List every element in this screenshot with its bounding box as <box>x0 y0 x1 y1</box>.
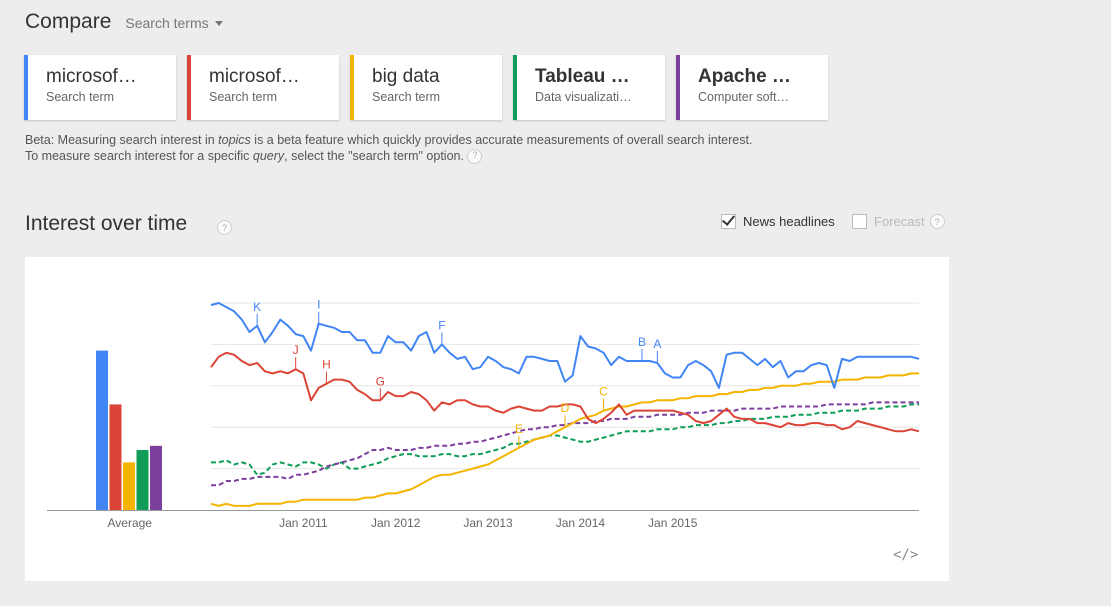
help-icon[interactable]: ? <box>929 214 945 229</box>
annotation-label: C <box>599 385 608 399</box>
series-line <box>210 351 920 433</box>
beta-line-2: To measure search interest for a specifi… <box>25 149 752 165</box>
search-terms-dropdown[interactable]: Search terms <box>125 15 223 31</box>
term-card-3[interactable]: big data Search term <box>350 55 502 120</box>
beta-emphasis: topics <box>218 133 251 147</box>
annotation-label: B <box>638 335 646 349</box>
annotation-label: J <box>293 343 299 357</box>
term-card-4[interactable]: Tableau … Data visualizati… <box>513 55 665 120</box>
term-title: microsof… <box>209 66 300 87</box>
forecast-checkbox[interactable] <box>852 214 867 229</box>
beta-text: To measure search interest for a specifi… <box>25 148 253 163</box>
caret-down-icon <box>214 20 223 26</box>
annotation-label: I <box>317 298 320 312</box>
news-headlines-toggle[interactable]: News headlines <box>721 214 835 229</box>
series-line <box>211 403 919 476</box>
annotation-label: A <box>653 337 661 351</box>
x-tick-label: Jan 2015 <box>648 516 698 530</box>
compare-title: Compare <box>25 10 112 33</box>
x-tick-label: Jan 2014 <box>556 516 606 530</box>
forecast-toggle[interactable]: Forecast ? <box>852 214 945 229</box>
term-title: Apache … <box>698 66 791 87</box>
help-icon[interactable]: ? <box>217 220 232 235</box>
annotation-label: G <box>376 374 385 388</box>
term-title: microsof… <box>46 66 137 87</box>
beta-line-1: Beta: Measuring search interest in topic… <box>25 133 752 149</box>
series-line <box>210 372 919 507</box>
annotation-label: H <box>322 358 331 372</box>
beta-emphasis: query <box>252 148 285 163</box>
news-label: News headlines <box>743 214 835 229</box>
term-subtitle: Search term <box>209 90 278 104</box>
series-line <box>211 401 919 487</box>
news-checkbox[interactable] <box>721 214 736 229</box>
embed-code-icon[interactable]: </> <box>893 547 919 563</box>
term-subtitle: Computer soft… <box>698 90 790 104</box>
annotation-label: E <box>515 422 523 436</box>
x-tick-label: Jan 2013 <box>463 516 513 530</box>
term-subtitle: Search term <box>372 90 441 104</box>
average-bar <box>136 449 149 510</box>
term-title: Tableau … <box>535 66 630 87</box>
term-card-2[interactable]: microsof… Search term <box>187 55 339 120</box>
beta-notice: Beta: Measuring search interest in topic… <box>25 133 752 164</box>
annotation-label: D <box>561 401 570 415</box>
average-bar <box>96 350 108 510</box>
term-cards: microsof… Search term microsof… Search t… <box>24 55 839 120</box>
beta-text: is a beta feature which quickly provides… <box>250 133 753 147</box>
term-title: big data <box>372 66 440 87</box>
series-line <box>210 302 920 389</box>
average-bar <box>109 404 122 510</box>
annotation-label: F <box>438 318 445 332</box>
term-card-5[interactable]: Apache … Computer soft… <box>676 55 828 120</box>
annotation-label: K <box>253 300 261 314</box>
interest-chart: Average Jan 2011 Jan 2012 Jan 2013 Jan 2014 J… <box>47 298 920 530</box>
x-tick-label: Jan 2011 <box>279 516 328 530</box>
beta-text: , select the "search term" option. <box>284 148 464 163</box>
chart-panel: Average Jan 2011 Jan 2012 Jan 2013 Jan 2014 J… <box>25 257 949 581</box>
compare-header: Compare Search terms <box>25 10 223 34</box>
average-bar <box>150 445 162 510</box>
term-subtitle: Search term <box>46 90 115 104</box>
term-subtitle: Data visualizati… <box>535 90 632 104</box>
term-card-1[interactable]: microsof… Search term <box>24 55 176 120</box>
search-terms-label: Search terms <box>125 15 209 31</box>
help-icon[interactable]: ? <box>467 148 483 164</box>
forecast-label: Forecast <box>874 214 925 229</box>
average-bar <box>123 462 135 510</box>
x-tick-label: Jan 2012 <box>371 516 421 530</box>
average-label: Average <box>108 516 153 530</box>
section-title: Interest over time <box>25 212 188 235</box>
beta-text: Beta: Measuring search interest in <box>25 133 219 147</box>
